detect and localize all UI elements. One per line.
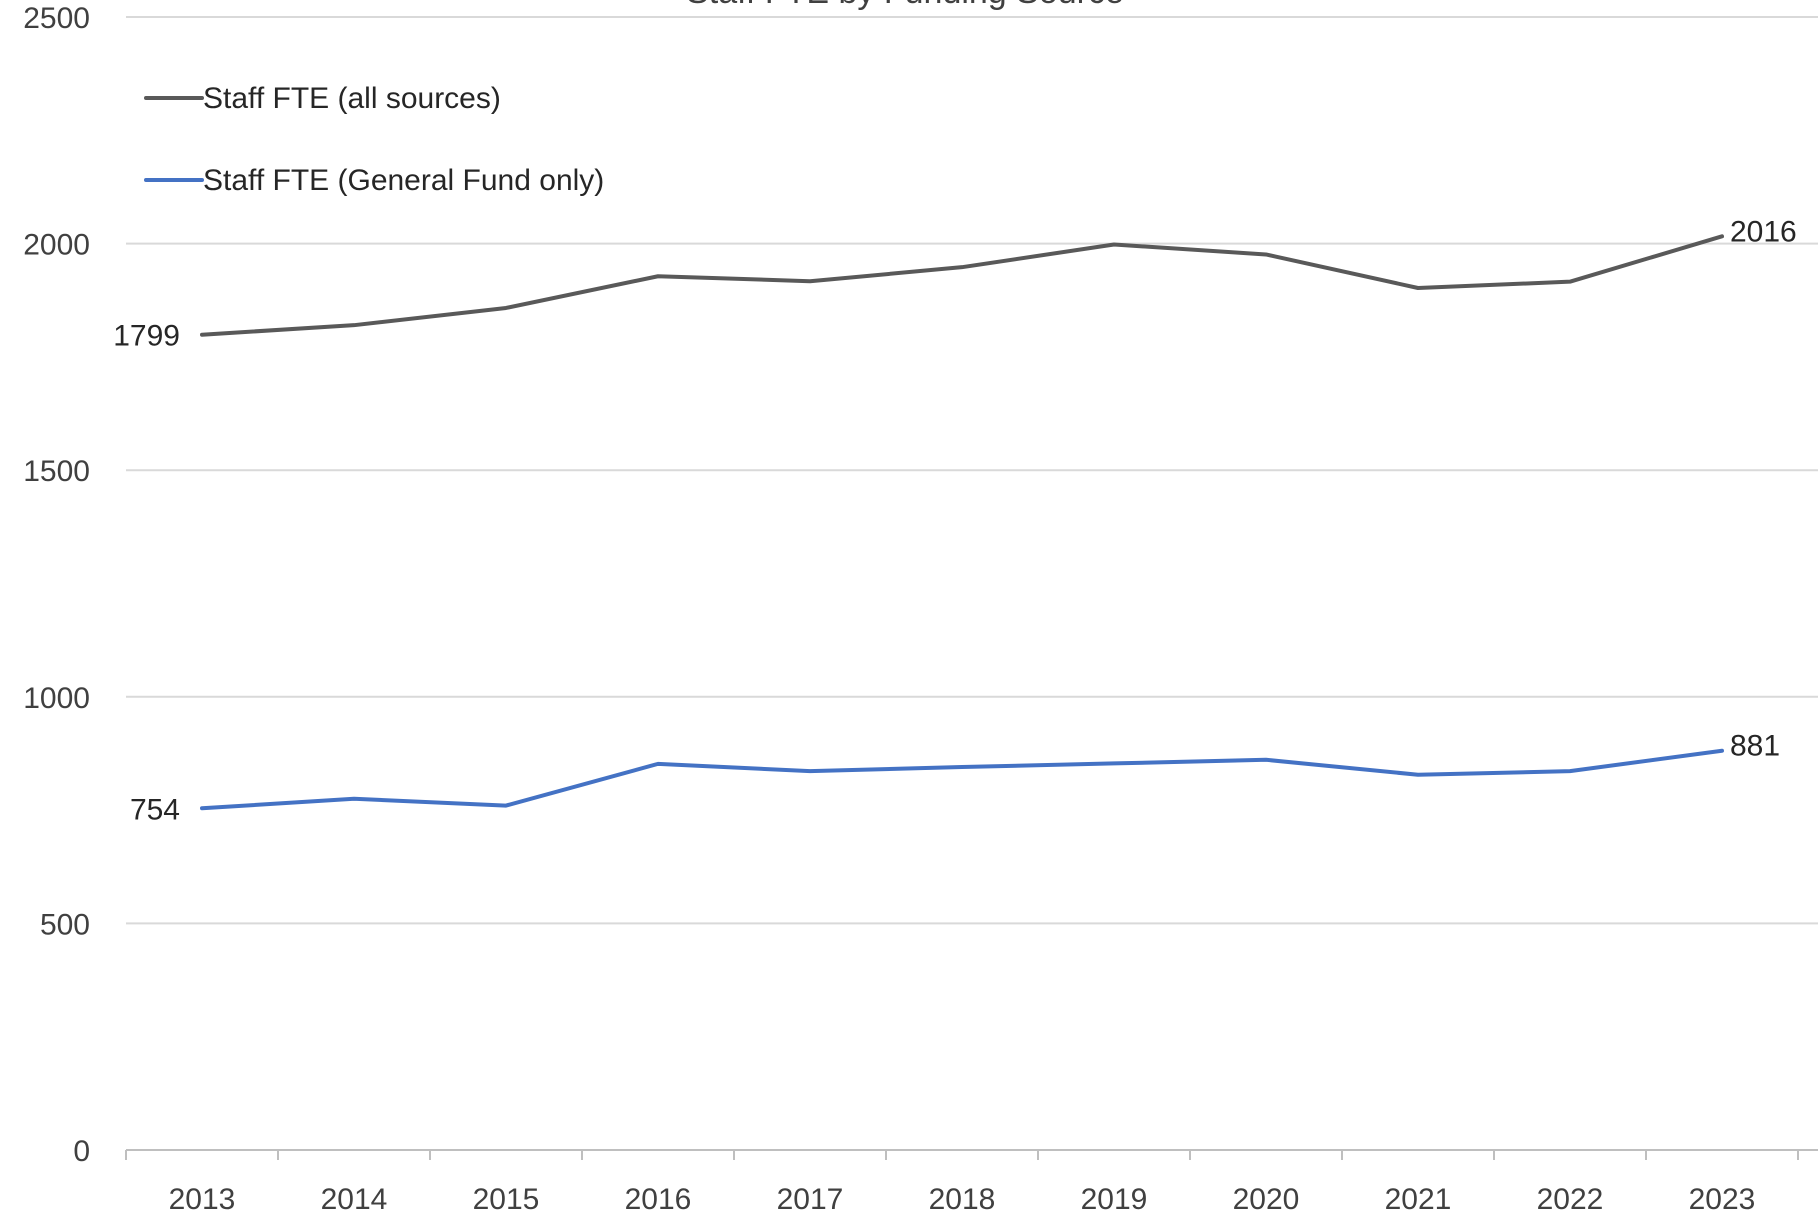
x-tick-label: 2014 <box>321 1183 388 1216</box>
chart-title: Staff FTE by Funding Source <box>686 0 1124 11</box>
y-tick-label: 500 <box>40 908 90 941</box>
x-tick-label: 2017 <box>777 1183 844 1216</box>
x-tick-label: 2022 <box>1537 1183 1604 1216</box>
y-tick-label: 1500 <box>23 455 90 488</box>
legend: Staff FTE (all sources) Staff FTE (Genera… <box>144 82 604 197</box>
title-area: Staff FTE by Funding Source <box>686 0 1124 11</box>
x-tick-label: 2019 <box>1081 1183 1148 1216</box>
x-tick-label: 2020 <box>1233 1183 1300 1216</box>
series-line-1 <box>200 234 1724 337</box>
x-tick-label: 2013 <box>169 1183 236 1216</box>
legend-label: Staff FTE (General Fund only) <box>203 164 604 197</box>
x-tick-label: 2016 <box>625 1183 692 1216</box>
x-tick-labels: 2013 2014 2015 2016 2017 2018 2019 2020 2021 2022… <box>169 1183 1756 1216</box>
data-label: 881 <box>1730 730 1780 763</box>
data-label: 754 <box>130 793 180 826</box>
x-tick-label: 2015 <box>473 1183 540 1216</box>
y-tick-label: 0 <box>73 1135 90 1168</box>
x-tick-label: 2021 <box>1385 1183 1452 1216</box>
data-labels: 1799 2016 754 881 <box>113 215 1797 826</box>
legend-label: Staff FTE (all sources) <box>203 82 501 115</box>
series-lines <box>200 234 1724 811</box>
data-label: 1799 <box>113 320 180 353</box>
x-axis <box>125 1149 1818 1160</box>
y-tick-label: 2500 <box>23 2 90 35</box>
series-line-2 <box>200 748 1724 811</box>
y-axis: 0 500 1000 1500 2000 2500 <box>23 2 90 1168</box>
x-tick-label: 2018 <box>929 1183 996 1216</box>
y-tick-label: 1000 <box>23 682 90 715</box>
data-label: 2016 <box>1730 215 1797 248</box>
x-tick-label: 2023 <box>1689 1183 1756 1216</box>
gridlines <box>126 16 1818 925</box>
y-tick-label: 2000 <box>23 229 90 262</box>
